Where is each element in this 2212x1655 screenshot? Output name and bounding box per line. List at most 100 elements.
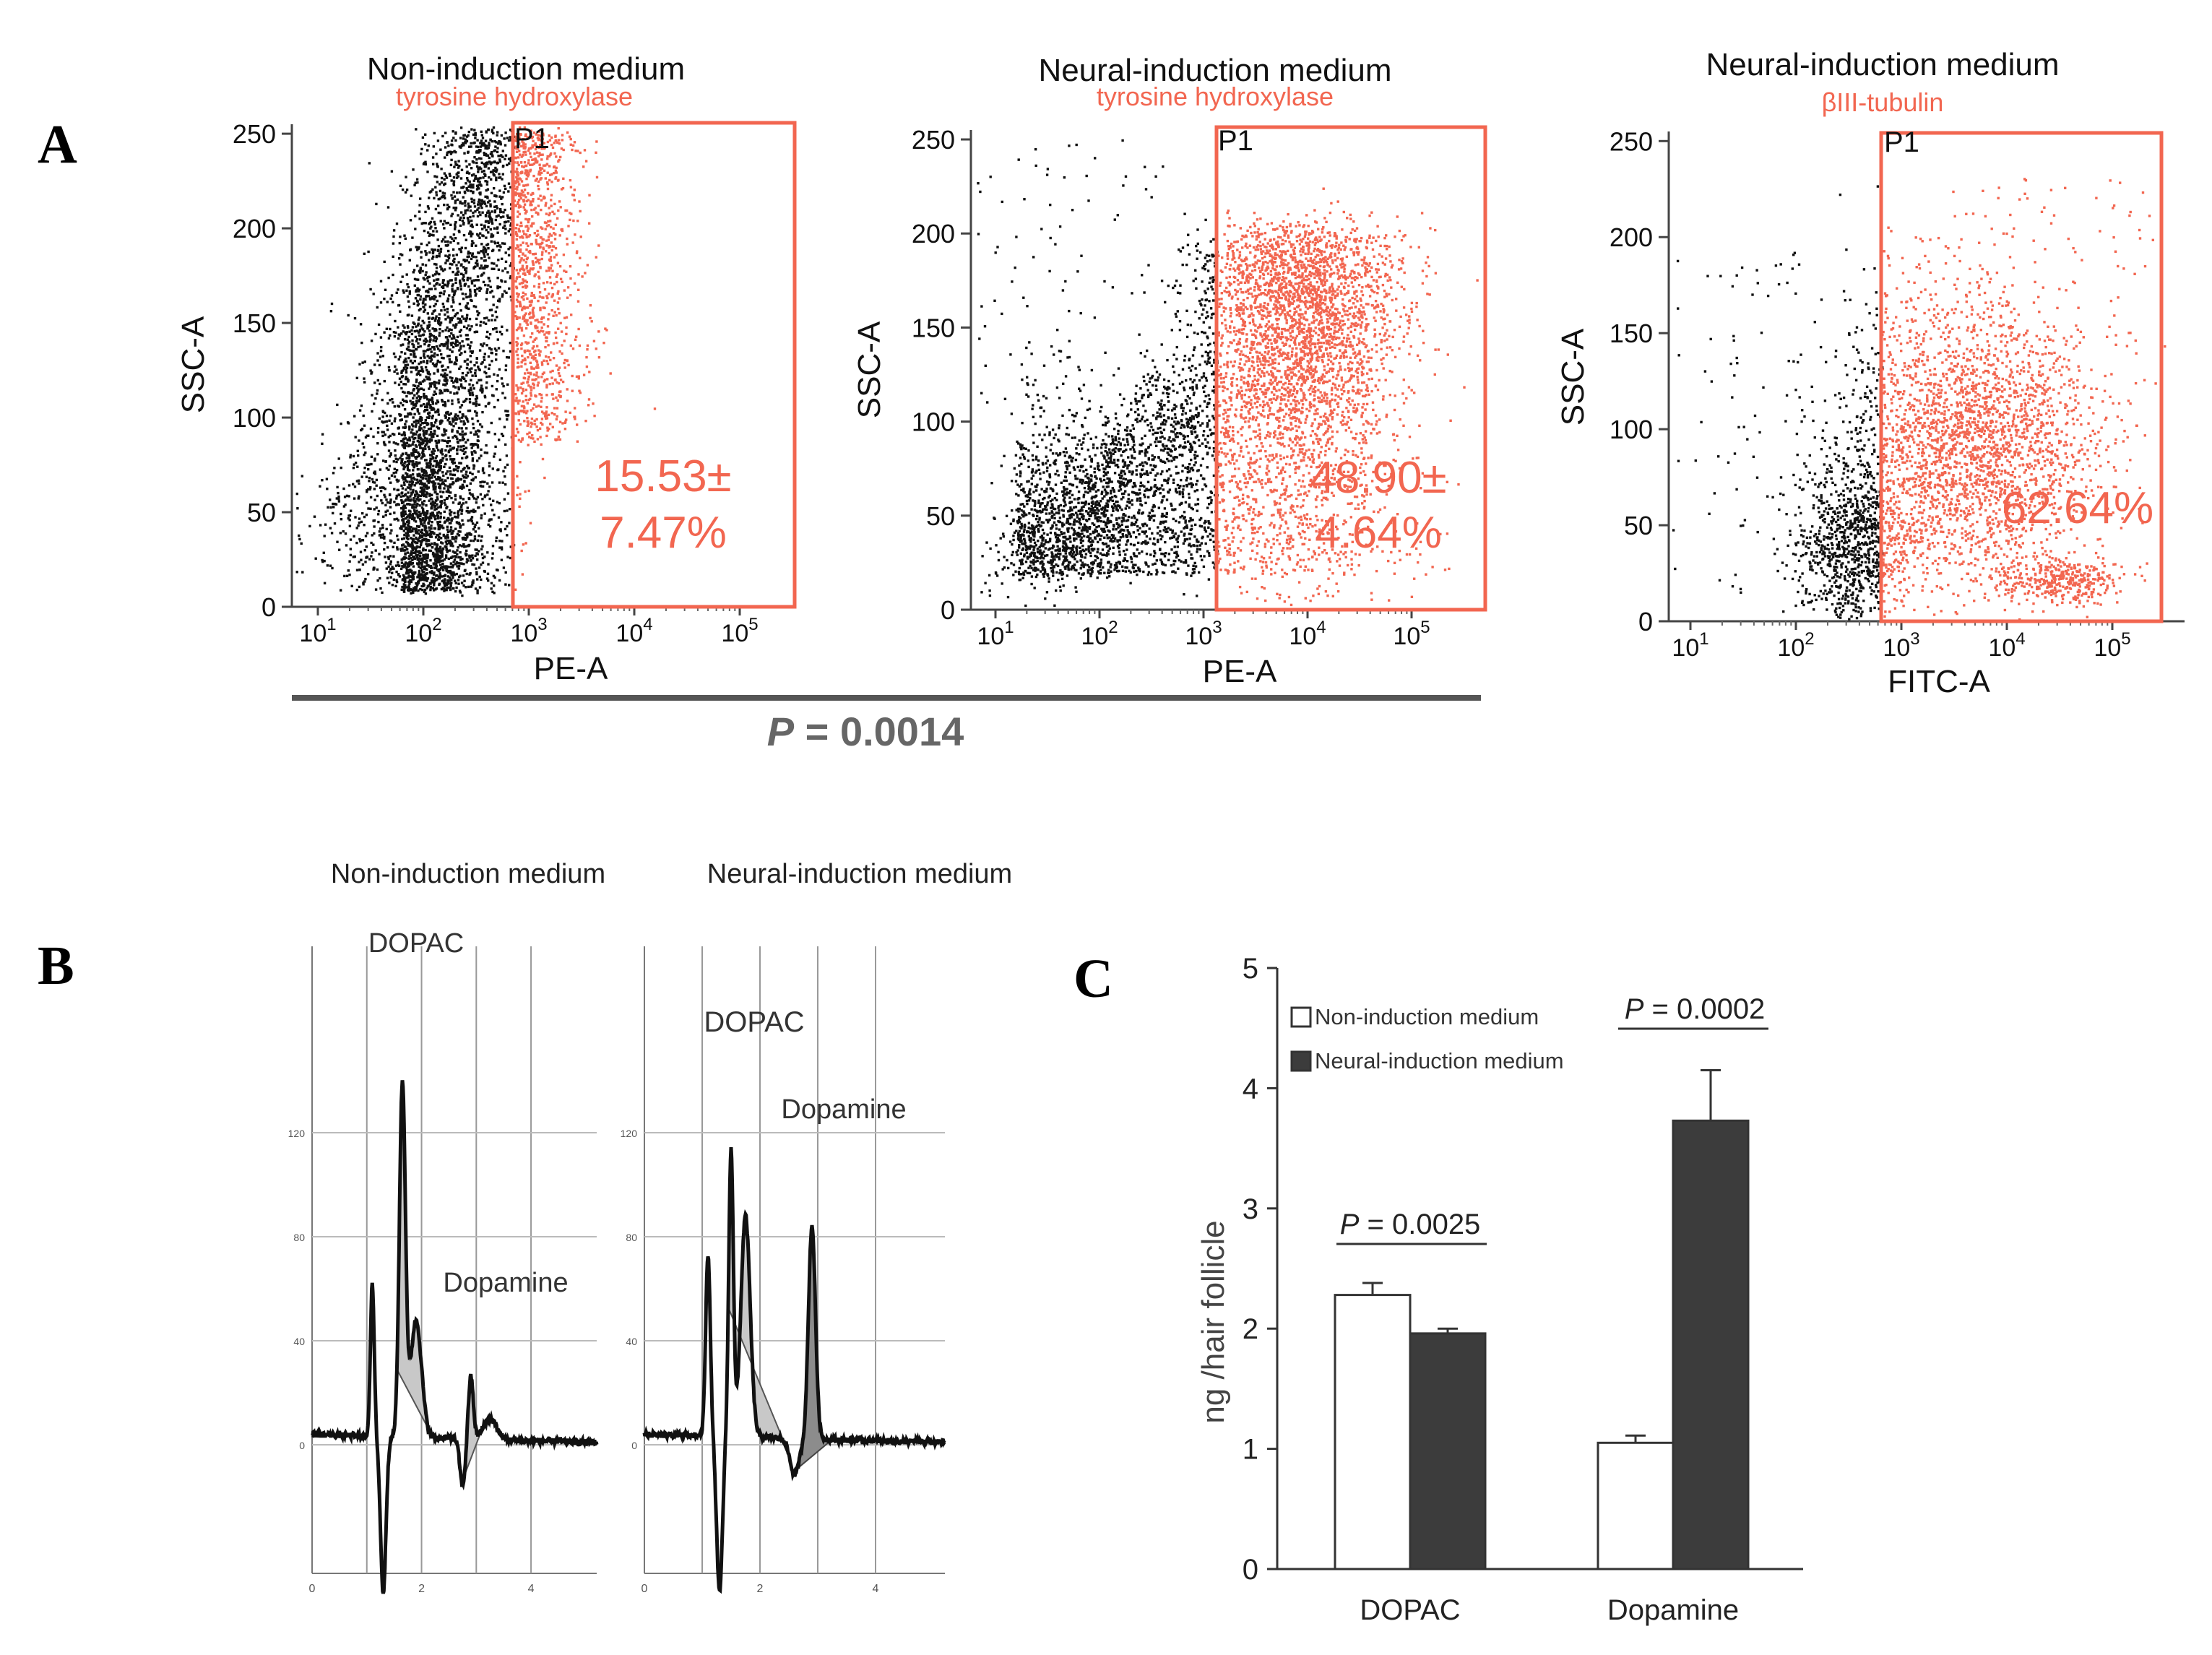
gated-event-dot bbox=[524, 363, 527, 366]
ungated-event-dot bbox=[465, 476, 468, 479]
ungated-event-dot bbox=[389, 327, 392, 331]
ungated-event-dot bbox=[384, 288, 387, 291]
ungated-event-dot bbox=[480, 384, 483, 387]
ungated-event-dot bbox=[332, 502, 334, 506]
ungated-event-dot bbox=[428, 414, 431, 418]
ungated-event-dot bbox=[462, 584, 465, 587]
ungated-event-dot bbox=[509, 137, 512, 139]
ungated-event-dot bbox=[465, 306, 468, 310]
ungated-event-dot bbox=[464, 552, 467, 555]
ungated-event-dot bbox=[441, 448, 444, 451]
ungated-event-dot bbox=[467, 150, 470, 153]
gated-event-dot bbox=[595, 256, 597, 259]
ungated-event-dot bbox=[444, 318, 447, 321]
ungated-event-dot bbox=[393, 488, 396, 491]
ungated-event-dot bbox=[417, 278, 420, 281]
ungated-event-dot bbox=[358, 363, 361, 366]
ungated-event-dot bbox=[507, 220, 510, 223]
gated-event-dot bbox=[529, 204, 532, 207]
ungated-event-dot bbox=[443, 501, 446, 505]
ungated-event-dot bbox=[444, 462, 447, 466]
ungated-event-dot bbox=[429, 338, 432, 341]
ungated-event-dot bbox=[393, 475, 397, 478]
ungated-event-dot bbox=[394, 471, 397, 474]
ungated-event-dot bbox=[504, 267, 507, 270]
gated-event-dot bbox=[605, 329, 608, 332]
ungated-event-dot bbox=[396, 405, 399, 407]
ungated-event-dot bbox=[459, 202, 462, 204]
ungated-event-dot bbox=[446, 441, 449, 444]
ungated-event-dot bbox=[360, 520, 363, 524]
ungated-event-dot bbox=[403, 338, 407, 341]
ungated-event-dot bbox=[366, 434, 368, 437]
ungated-event-dot bbox=[452, 130, 454, 133]
ungated-event-dot bbox=[449, 279, 452, 282]
ungated-event-dot bbox=[408, 561, 411, 564]
ungated-event-dot bbox=[504, 410, 507, 412]
ungated-event-dot bbox=[433, 352, 436, 355]
ungated-event-dot bbox=[381, 410, 385, 413]
ungated-event-dot bbox=[459, 496, 462, 500]
gated-event-dot bbox=[526, 256, 529, 259]
ungated-event-dot bbox=[402, 404, 405, 407]
ungated-event-dot bbox=[486, 493, 489, 496]
ungated-event-dot bbox=[451, 237, 454, 240]
ungated-event-dot bbox=[438, 572, 441, 575]
gated-event-dot bbox=[547, 267, 550, 269]
ungated-event-dot bbox=[414, 297, 418, 300]
ungated-event-dot bbox=[349, 538, 353, 541]
ungated-event-dot bbox=[394, 331, 397, 334]
ungated-event-dot bbox=[432, 481, 435, 484]
ungated-event-dot bbox=[504, 397, 506, 399]
ungated-event-dot bbox=[443, 172, 446, 175]
gated-event-dot bbox=[522, 543, 525, 546]
ungated-event-dot bbox=[456, 553, 459, 556]
ungated-event-dot bbox=[475, 567, 478, 570]
gated-event-dot bbox=[573, 199, 576, 202]
ungated-event-dot bbox=[358, 409, 362, 412]
ungated-event-dot bbox=[472, 190, 475, 194]
ungated-event-dot bbox=[431, 576, 434, 580]
ungated-event-dot bbox=[486, 551, 489, 554]
ungated-event-dot bbox=[488, 277, 491, 280]
ungated-event-dot bbox=[487, 490, 490, 493]
ungated-event-dot bbox=[485, 375, 488, 379]
ungated-event-dot bbox=[506, 329, 509, 332]
ungated-event-dot bbox=[402, 474, 405, 478]
ungated-event-dot bbox=[469, 345, 472, 347]
ungated-event-dot bbox=[412, 519, 416, 522]
ungated-event-dot bbox=[419, 423, 422, 427]
ungated-event-dot bbox=[474, 137, 477, 139]
ungated-event-dot bbox=[418, 511, 421, 514]
ungated-event-dot bbox=[428, 251, 431, 254]
ungated-event-dot bbox=[460, 272, 463, 275]
ungated-event-dot bbox=[386, 576, 389, 579]
ungated-event-dot bbox=[478, 198, 481, 202]
gated-event-dot bbox=[522, 298, 525, 301]
gated-event-dot bbox=[537, 349, 540, 352]
ungated-event-dot bbox=[459, 420, 462, 423]
ungated-event-dot bbox=[399, 310, 402, 313]
gated-event-dot bbox=[557, 327, 560, 330]
ungated-event-dot bbox=[365, 556, 368, 559]
ungated-event-dot bbox=[501, 434, 505, 438]
ungated-event-dot bbox=[444, 429, 448, 432]
ungated-event-dot bbox=[507, 157, 511, 160]
ungated-event-dot bbox=[494, 445, 497, 449]
ungated-event-dot bbox=[393, 335, 397, 338]
gated-event-dot bbox=[518, 136, 521, 139]
ungated-event-dot bbox=[438, 532, 441, 535]
ungated-event-dot bbox=[407, 486, 411, 489]
ungated-event-dot bbox=[435, 455, 438, 458]
gated-event-dot bbox=[548, 155, 551, 157]
flow-plot-1-marker: tyrosine hydroxylase bbox=[396, 82, 633, 111]
ungated-event-dot bbox=[379, 533, 382, 537]
ungated-event-dot bbox=[407, 571, 410, 575]
ungated-event-dot bbox=[491, 352, 493, 355]
ungated-event-dot bbox=[387, 468, 390, 471]
ungated-event-dot bbox=[372, 293, 375, 295]
gated-event-dot bbox=[514, 227, 518, 230]
ungated-event-dot bbox=[440, 541, 443, 544]
ungated-event-dot bbox=[452, 436, 454, 439]
ungated-event-dot bbox=[397, 519, 399, 522]
